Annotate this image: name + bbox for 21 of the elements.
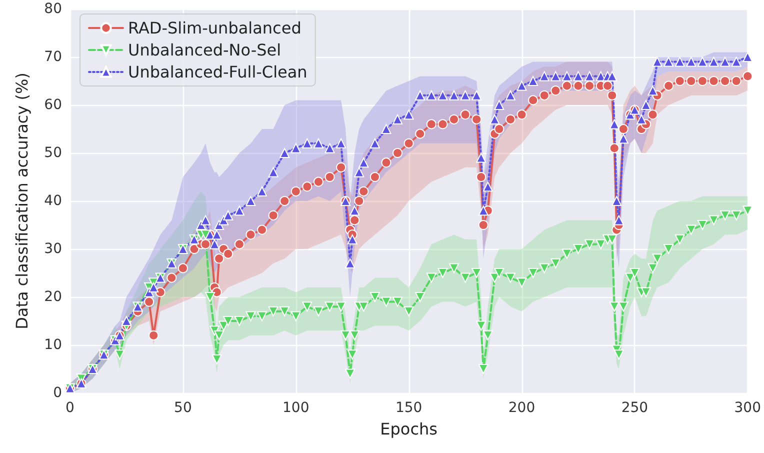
legend-label: RAD-Slim-unbalanced — [128, 18, 302, 38]
x-tick-label: 0 — [66, 400, 74, 416]
y-tick-label: 40 — [44, 193, 62, 209]
x-tick-label: 200 — [508, 400, 536, 416]
legend-label: Unbalanced-Full-Clean — [128, 62, 308, 82]
y-axis-title: Data classification accuracy (%) — [12, 72, 32, 330]
y-tick-label: 30 — [44, 241, 62, 257]
y-tick-label: 60 — [44, 97, 62, 113]
x-tick-label: 250 — [621, 400, 648, 416]
x-tick-label: 50 — [174, 400, 192, 416]
y-tick-label: 20 — [44, 289, 62, 305]
y-tick-label: 10 — [44, 337, 62, 353]
y-tick-label: 50 — [44, 145, 62, 161]
x-tick-label: 100 — [282, 400, 310, 416]
y-tick-label: 70 — [44, 49, 62, 65]
x-tick-label: 150 — [395, 400, 422, 416]
legend-label: Unbalanced-No-Sel — [128, 40, 282, 60]
y-tick-label: 80 — [44, 1, 62, 17]
y-tick-label: 0 — [53, 385, 62, 401]
x-axis-title: Epochs — [380, 420, 438, 438]
x-tick-label: 300 — [734, 400, 762, 416]
